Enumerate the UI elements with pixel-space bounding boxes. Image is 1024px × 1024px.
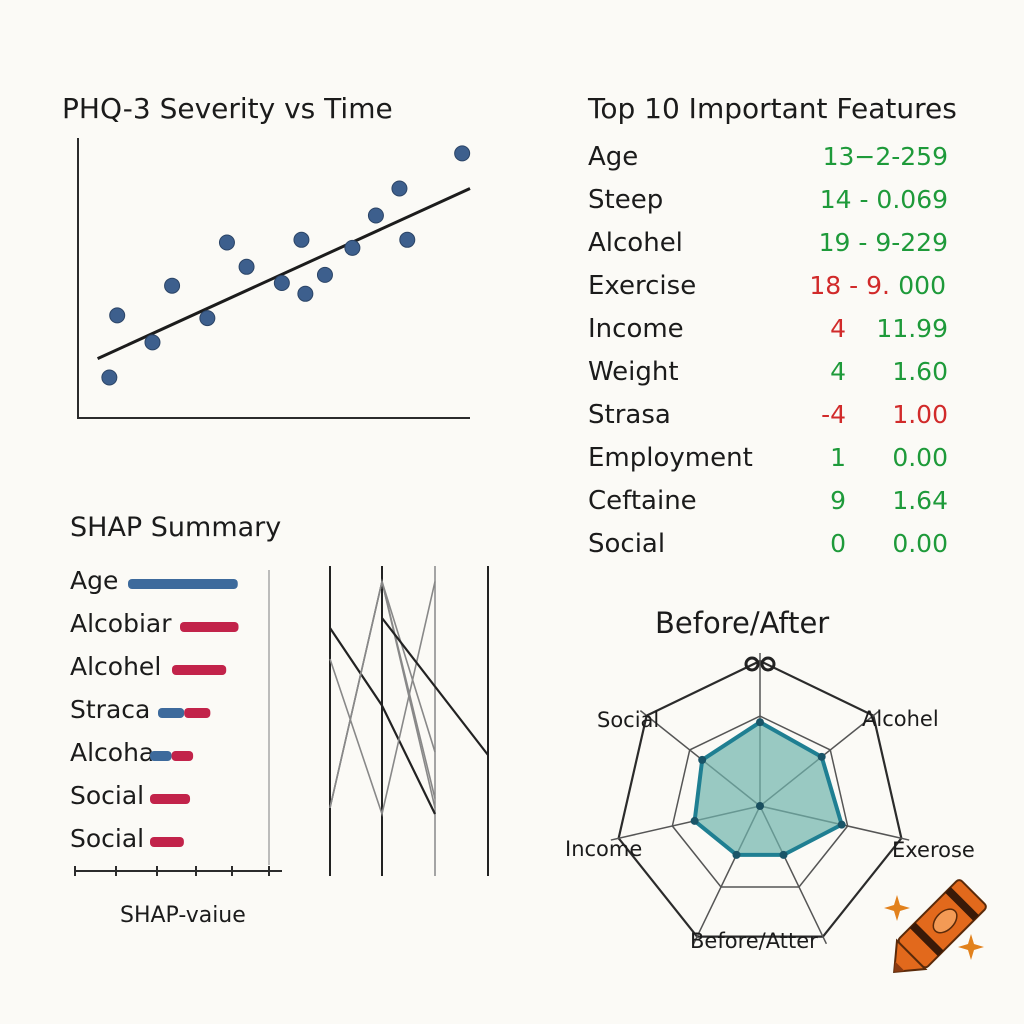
- scatter-point: [367, 207, 384, 224]
- feature-value-a: 0: [830, 529, 846, 558]
- radar-top-marker: [744, 656, 760, 672]
- features-title: Top 10 Important Features: [588, 92, 957, 125]
- radar-axis-label: Income: [565, 837, 643, 861]
- line-series: [329, 581, 436, 817]
- feature-value-b: 1.60: [892, 357, 948, 386]
- scatter-point: [399, 231, 416, 248]
- feature-name: Social: [588, 529, 666, 559]
- shap-bar: [172, 665, 227, 675]
- feature-name: Ceftaine: [588, 486, 697, 516]
- feature-value-a: 9: [830, 486, 846, 515]
- feature-name: Exercise: [588, 271, 697, 301]
- scatter-point: [391, 180, 408, 197]
- feature-value-b: 11.99: [876, 314, 948, 343]
- feature-name: Employment: [588, 443, 753, 473]
- scatter-point: [293, 231, 310, 248]
- scatter-point: [273, 275, 290, 291]
- scatter-point: [344, 239, 361, 256]
- feature-value-b: 0.00: [892, 443, 948, 472]
- feature-value-b: 1.64: [892, 486, 948, 515]
- feature-name: Age: [588, 142, 639, 172]
- radar-axis-label: Social: [597, 708, 660, 732]
- shap-feature-label: Alcohel: [70, 652, 162, 681]
- shap-bar: [184, 708, 211, 718]
- shap-bar: [180, 622, 239, 632]
- shap-feature-label: Age: [70, 566, 119, 595]
- shap-bar: [150, 751, 172, 761]
- shap-feature-label: Social: [70, 824, 145, 853]
- radar-axis-label: Exerose: [892, 838, 975, 862]
- scatter-point: [164, 277, 181, 294]
- shap-bar: [158, 708, 185, 718]
- trend-line: [96, 187, 471, 360]
- radar-center: [756, 802, 764, 810]
- radar-axis-label: Alcohel: [862, 707, 939, 731]
- line-panel: [329, 566, 489, 876]
- feature-name: Steep: [588, 185, 664, 215]
- radar-point: [756, 718, 764, 727]
- shap-feature-label: Straca: [70, 695, 151, 724]
- radar-grid: [617, 659, 903, 938]
- scatter-point: [218, 234, 235, 251]
- radar-grid: [671, 715, 849, 888]
- scatter-point: [454, 145, 471, 162]
- radar-point: [817, 752, 826, 761]
- feature-value-a: 19 - 9-229: [818, 228, 948, 257]
- radar-axis-label: Before/Atter: [690, 929, 818, 953]
- line-series: [329, 581, 436, 808]
- feature-value-b: 0.00: [892, 529, 948, 558]
- line-series: [381, 617, 489, 756]
- scatter-point: [101, 369, 118, 386]
- feature-value-a: 4: [830, 357, 846, 386]
- feature-value-a: 14 - 0.069: [819, 185, 948, 214]
- scatter-point: [144, 334, 161, 351]
- radar-point: [698, 755, 707, 764]
- scatter-point: [297, 285, 314, 302]
- feature-name: Weight: [588, 357, 679, 387]
- radar-chart: [610, 653, 910, 945]
- scatter-plot: [77, 138, 471, 419]
- crayon-icon: [893, 879, 987, 973]
- scatter-point: [109, 307, 126, 324]
- shap-feature-label: Alcobiar: [70, 609, 172, 638]
- feature-name: Alcohel: [588, 228, 683, 258]
- radar-point: [837, 820, 846, 829]
- feature-value-b: 1.00: [892, 400, 948, 429]
- scatter-title: PHQ-3 Severity vs Time: [62, 92, 393, 125]
- shap-bar: [171, 751, 194, 761]
- feature-value-a: 18 - 9.: [809, 271, 890, 300]
- radar-title: Before/After: [655, 606, 830, 640]
- shap-title: SHAP Summary: [70, 512, 282, 543]
- feature-value-b: 000: [898, 271, 946, 300]
- feature-name: Income: [588, 314, 684, 344]
- shap-xlabel: SHAP-vaiue: [120, 903, 246, 928]
- sparkle-icon: [884, 895, 910, 921]
- feature-value-a: 13−2-259: [822, 142, 948, 171]
- feature-name: Strasa: [588, 400, 671, 430]
- shap-feature-label: Social: [70, 781, 145, 810]
- radar-point: [690, 816, 699, 825]
- radar-point: [732, 850, 741, 859]
- shap-feature-label: Alcoha: [70, 738, 155, 767]
- sparkle-icon: [958, 934, 984, 960]
- line-series: [329, 627, 436, 815]
- radar-top-marker: [760, 656, 776, 672]
- scatter-axes: [77, 138, 470, 419]
- radar-area: [692, 720, 844, 857]
- scatter-point: [199, 310, 216, 327]
- shap-summary-plot: [74, 570, 282, 876]
- scatter-point: [238, 258, 255, 275]
- feature-value-a: 1: [830, 443, 846, 472]
- shap-bar: [150, 794, 191, 804]
- scatter-point: [316, 266, 333, 283]
- shap-bar: [128, 579, 238, 589]
- radar-point: [779, 850, 788, 859]
- shap-bar: [150, 837, 184, 847]
- feature-value-a: 4: [830, 314, 846, 343]
- feature-value-a: -4: [821, 400, 846, 429]
